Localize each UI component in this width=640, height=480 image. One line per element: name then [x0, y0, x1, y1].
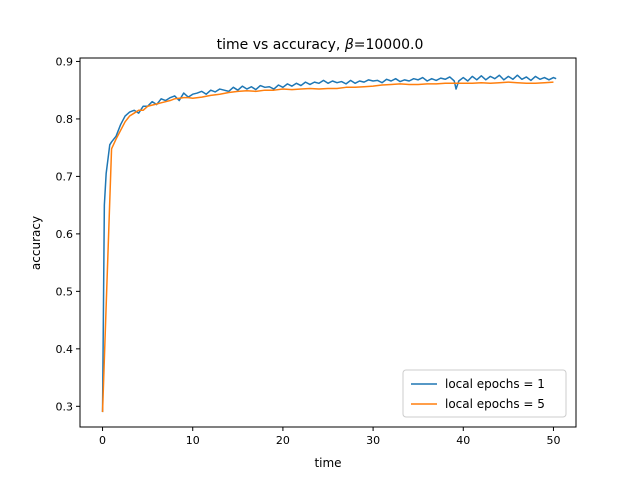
y-tick-label: 0.3 [56, 400, 74, 413]
x-tick-label: 10 [186, 434, 200, 447]
legend-label-2: local epochs = 5 [445, 397, 545, 411]
legend-label-1: local epochs = 1 [445, 377, 545, 391]
x-tick-label: 20 [276, 434, 290, 447]
y-tick-label: 0.5 [56, 285, 74, 298]
y-tick-label: 0.6 [56, 228, 74, 241]
series-line-2 [101, 81, 554, 413]
chart-title: time vs accuracy, β=10000.0 [217, 37, 424, 53]
y-tick-label: 0.9 [56, 55, 74, 68]
x-axis-ticks: 0 10 20 30 40 50 [99, 427, 560, 447]
x-tick-label: 30 [366, 434, 380, 447]
chart-title-symbol: β [344, 37, 354, 53]
y-axis-label: accuracy [29, 216, 43, 270]
y-tick-label: 0.7 [56, 170, 74, 183]
legend-box [402, 369, 567, 418]
x-tick-label: 50 [546, 434, 560, 447]
x-axis-label: time [314, 456, 341, 470]
chart-title-suffix: =10000.0 [354, 37, 424, 53]
x-tick-label: 0 [99, 434, 106, 447]
axes-frame [79, 57, 577, 428]
chart-title-prefix: time vs accuracy, [217, 37, 345, 53]
legend: local epochs = 1 local epochs = 5 [402, 369, 567, 418]
series-line-1 [101, 74, 557, 413]
y-tick-label: 0.4 [56, 343, 74, 356]
series-layer [101, 74, 557, 413]
y-tick-label: 0.8 [56, 113, 74, 126]
x-tick-label: 40 [456, 434, 470, 447]
y-axis-ticks: 0.3 0.4 0.5 0.6 0.7 0.8 0.9 [56, 55, 80, 413]
